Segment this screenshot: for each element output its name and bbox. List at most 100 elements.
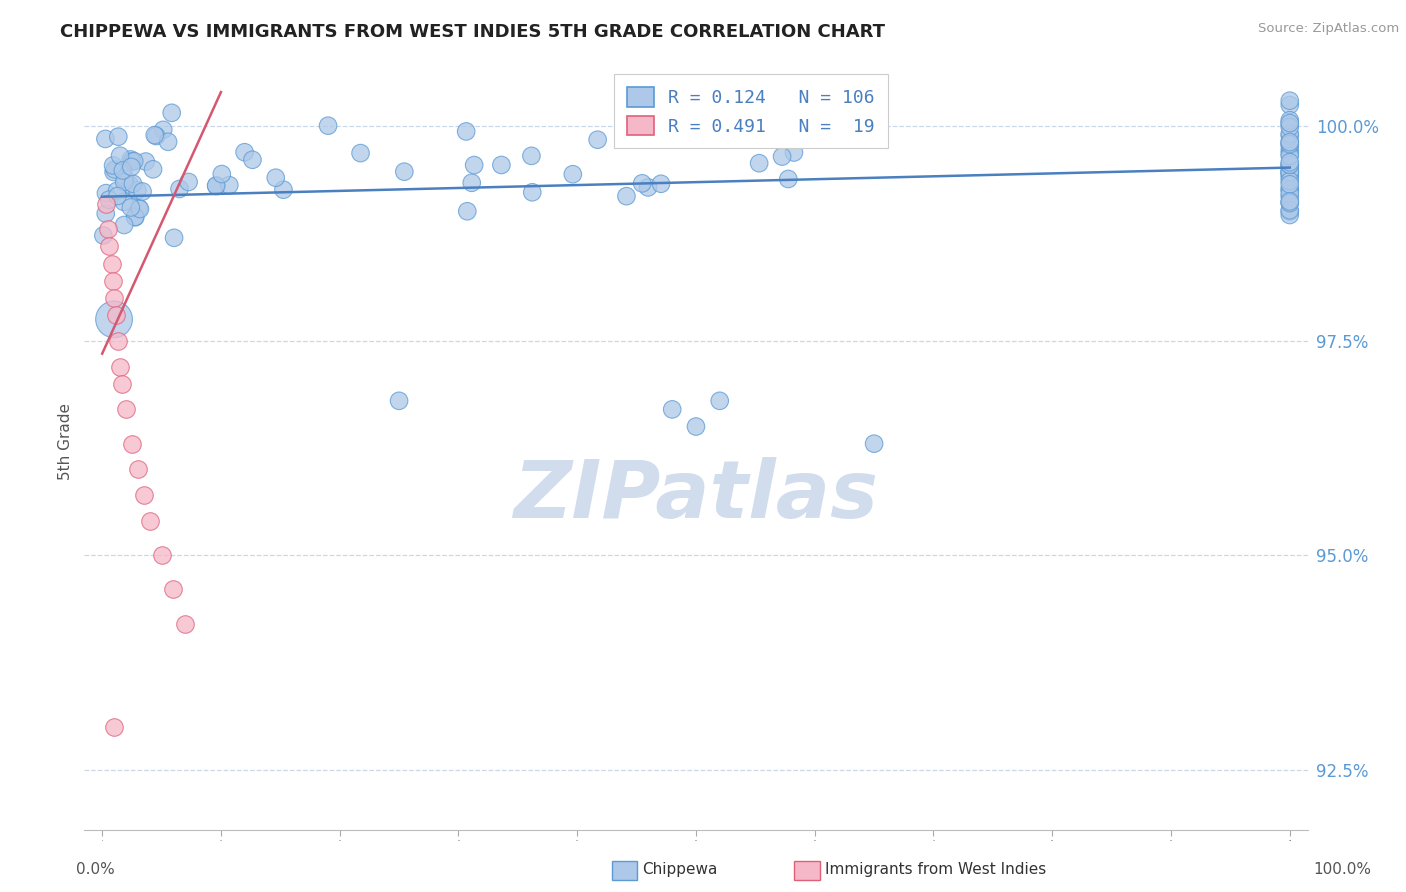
Point (1278, 178, 1301, 192)
Point (1278, 113, 1301, 128)
Point (623, 111, 645, 125)
Point (124, 211, 146, 225)
Point (93, 228, 115, 243)
Point (1278, 168, 1301, 182)
Point (1278, 94, 1301, 108)
Point (1278, 120, 1301, 134)
Point (124, 210, 146, 224)
Point (1278, 186, 1301, 201)
Point (211, 167, 233, 181)
Point (105, 308, 128, 322)
Point (98, 239, 121, 253)
Point (103, 165, 125, 179)
Point (94, 186, 117, 201)
Point (778, 172, 800, 186)
Point (713, 133, 735, 147)
Point (135, 154, 157, 169)
Point (111, 163, 134, 178)
Point (1278, 182, 1301, 196)
Point (101, 158, 124, 172)
Point (97, 222, 120, 236)
Text: 100.0%: 100.0% (1313, 863, 1372, 877)
Point (1278, 170, 1301, 185)
Point (131, 185, 153, 199)
Point (316, 119, 339, 133)
Point (637, 180, 659, 194)
Point (138, 514, 160, 528)
Point (456, 204, 478, 219)
Point (122, 154, 145, 169)
Point (112, 194, 135, 209)
Point (157, 135, 180, 149)
Point (1278, 143, 1301, 157)
Text: CHIPPEWA VS IMMIGRANTS FROM WEST INDIES 5TH GRADE CORRELATION CHART: CHIPPEWA VS IMMIGRANTS FROM WEST INDIES … (60, 23, 884, 41)
Point (108, 149, 131, 163)
Point (145, 128, 167, 143)
Point (112, 218, 135, 232)
Point (264, 170, 287, 185)
Legend: R = 0.124   N = 106, R = 0.491   N =  19: R = 0.124 N = 106, R = 0.491 N = 19 (614, 74, 887, 148)
Point (748, 156, 770, 170)
Point (177, 175, 200, 189)
Point (205, 178, 228, 193)
Point (105, 184, 128, 198)
Point (107, 129, 129, 144)
Point (103, 291, 125, 305)
Point (233, 145, 256, 160)
Point (1278, 137, 1301, 152)
Point (94, 196, 117, 211)
Point (1278, 155, 1301, 169)
Point (120, 153, 142, 167)
Point (107, 334, 129, 348)
Text: Source: ZipAtlas.com: Source: ZipAtlas.com (1258, 22, 1399, 36)
Point (1278, 117, 1301, 131)
Point (1278, 116, 1301, 130)
Point (122, 177, 145, 191)
Point (1278, 98, 1301, 112)
Point (218, 178, 240, 193)
Point (1278, 203, 1301, 218)
Point (143, 128, 166, 142)
Point (1278, 135, 1301, 149)
Point (463, 158, 485, 172)
Point (94, 206, 117, 220)
Point (1278, 195, 1301, 210)
Point (1278, 189, 1301, 203)
Text: 0.0%: 0.0% (76, 863, 115, 877)
Point (863, 436, 886, 450)
Point (586, 133, 609, 147)
Point (107, 189, 129, 203)
Point (631, 177, 654, 191)
Point (1278, 149, 1301, 163)
Point (132, 488, 155, 502)
Text: Immigrants from West Indies: Immigrants from West Indies (825, 863, 1046, 877)
Point (114, 171, 136, 186)
Point (112, 175, 135, 189)
Point (115, 402, 138, 417)
Point (118, 178, 141, 192)
Point (770, 150, 793, 164)
Point (522, 186, 544, 200)
Point (1278, 194, 1301, 209)
Point (1278, 174, 1301, 188)
Point (1278, 165, 1301, 179)
Point (1278, 165, 1301, 179)
Point (394, 164, 416, 178)
Point (783, 145, 806, 160)
Point (162, 582, 184, 597)
Point (1278, 183, 1301, 197)
Point (127, 462, 149, 476)
Text: Chippewa: Chippewa (643, 863, 718, 877)
Point (1278, 196, 1301, 211)
Point (1278, 128, 1301, 143)
Point (242, 153, 264, 167)
Point (129, 202, 152, 216)
Point (160, 105, 183, 120)
Point (388, 393, 411, 408)
Point (709, 393, 731, 408)
Point (150, 548, 173, 562)
Text: ZIPatlas: ZIPatlas (513, 457, 879, 535)
Point (94, 132, 117, 146)
Point (100, 257, 122, 271)
Point (1278, 208, 1301, 222)
